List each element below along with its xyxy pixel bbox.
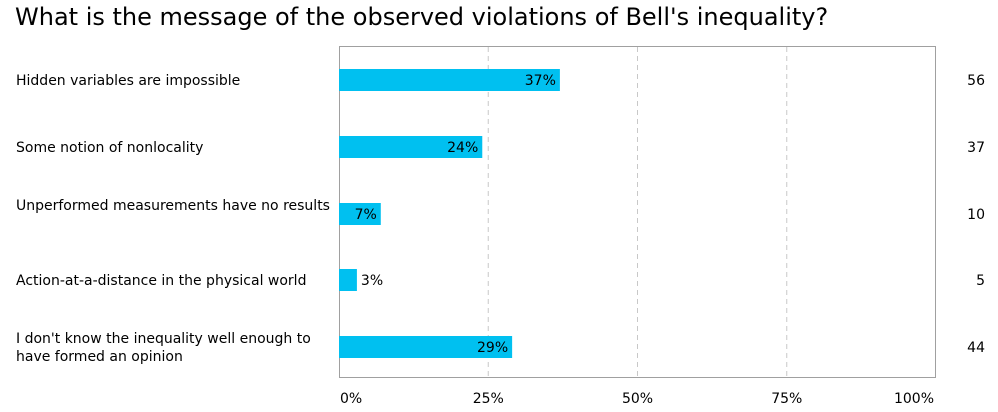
x-tick-label: 100% bbox=[894, 391, 934, 407]
category-label: Unperformed measurements have no results bbox=[16, 198, 330, 214]
x-tick-label: 75% bbox=[771, 391, 802, 407]
bar-value-label: 29% bbox=[477, 340, 508, 356]
x-tick-label: 50% bbox=[622, 391, 653, 407]
bar-value-label: 37% bbox=[525, 73, 556, 89]
bar bbox=[339, 336, 513, 358]
category-label: Hidden variables are impossible bbox=[16, 73, 241, 89]
response-count: 5 bbox=[976, 273, 985, 289]
response-count: 37 bbox=[967, 140, 985, 156]
bar bbox=[339, 136, 483, 158]
response-count: 44 bbox=[967, 340, 985, 356]
category-label: I don't know the inequality well enough … bbox=[16, 331, 311, 365]
category-label: Some notion of nonlocality bbox=[16, 140, 204, 156]
bar bbox=[339, 269, 357, 291]
chart-title: What is the message of the observed viol… bbox=[15, 3, 829, 31]
bar bbox=[339, 69, 560, 91]
bar-value-label: 3% bbox=[361, 273, 383, 289]
category-label: Action-at-a-distance in the physical wor… bbox=[16, 273, 307, 289]
x-tick-label: 0% bbox=[340, 391, 362, 407]
bar bbox=[339, 203, 381, 225]
bar-value-label: 7% bbox=[355, 207, 377, 223]
x-tick-label: 25% bbox=[473, 391, 504, 407]
response-count: 56 bbox=[967, 73, 985, 89]
response-count: 10 bbox=[967, 207, 985, 223]
bar-value-label: 24% bbox=[447, 140, 478, 156]
